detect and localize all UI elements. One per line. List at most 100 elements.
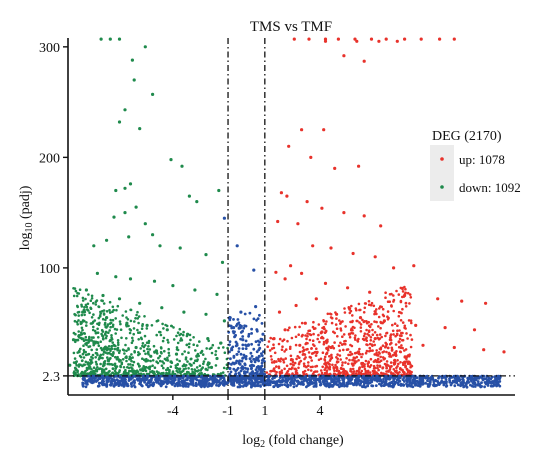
point-not-significant — [424, 381, 427, 385]
point-down — [166, 356, 169, 360]
point-down — [92, 371, 96, 375]
point-down — [151, 364, 154, 368]
point-up — [385, 360, 389, 363]
point-down — [81, 299, 85, 302]
point-not-significant — [259, 385, 262, 388]
point-down — [125, 337, 128, 340]
point-not-significant — [319, 382, 323, 386]
point-up — [381, 356, 385, 359]
point-down — [145, 341, 149, 345]
point-not-significant — [257, 354, 261, 358]
point-not-significant — [483, 381, 487, 384]
point-down — [77, 292, 81, 295]
point-not-significant — [232, 326, 236, 330]
point-not-significant — [493, 379, 497, 383]
point-up — [395, 289, 398, 293]
point-up — [360, 363, 364, 366]
point-down — [105, 310, 109, 313]
point-not-significant — [365, 380, 368, 384]
point-up — [386, 318, 390, 321]
point-down — [100, 332, 103, 336]
point-down — [87, 352, 91, 356]
point-down — [108, 308, 111, 312]
point-not-significant — [426, 383, 430, 386]
point-down — [215, 292, 219, 296]
point-up — [392, 294, 395, 297]
point-up — [358, 347, 361, 351]
point-down — [121, 348, 125, 352]
point-not-significant — [228, 317, 231, 320]
point-not-significant — [346, 377, 350, 381]
point-down — [89, 370, 93, 374]
point-down — [74, 367, 78, 371]
point-up — [267, 340, 271, 343]
point-down — [78, 354, 82, 358]
point-down — [178, 359, 181, 363]
point-not-significant — [382, 377, 385, 381]
point-not-significant — [461, 383, 465, 387]
y-tick-label: 200 — [39, 151, 60, 166]
point-down — [133, 320, 136, 323]
point-down — [139, 347, 142, 350]
point-down — [82, 371, 85, 375]
point-up — [306, 332, 309, 335]
point-down — [77, 373, 80, 376]
point-down — [169, 365, 173, 369]
point-not-significant — [84, 385, 88, 389]
point-down — [79, 322, 83, 326]
point-up — [396, 359, 399, 362]
point-down — [114, 332, 117, 335]
point-down — [200, 349, 204, 353]
point-down — [88, 366, 92, 369]
point-up — [367, 300, 371, 303]
point-down — [131, 336, 134, 340]
point-not-significant — [253, 384, 257, 388]
point-down — [74, 289, 78, 293]
point-down — [165, 368, 168, 372]
point-not-significant — [280, 383, 284, 387]
point-down — [111, 323, 115, 327]
point-down — [95, 348, 99, 351]
point-not-significant — [254, 368, 258, 371]
point-up — [372, 304, 376, 308]
point-up — [288, 326, 291, 330]
point-not-significant — [87, 378, 91, 381]
point-not-significant — [247, 332, 251, 336]
point-not-significant — [467, 380, 471, 384]
point-down — [152, 344, 156, 348]
point-up — [303, 353, 307, 356]
point-not-significant — [474, 378, 478, 382]
point-up — [288, 367, 291, 371]
point-down — [104, 336, 108, 340]
point-up — [315, 347, 318, 351]
point-up — [410, 338, 414, 341]
point-not-significant — [251, 370, 255, 373]
point-up — [273, 351, 277, 355]
point-not-significant — [281, 379, 285, 383]
point-up — [330, 353, 333, 357]
point-up — [289, 362, 293, 366]
point-not-significant — [295, 379, 299, 383]
point-down — [84, 288, 88, 292]
point-up — [370, 343, 374, 347]
point-up — [323, 327, 326, 331]
point-not-significant — [397, 383, 400, 386]
point-not-significant — [133, 379, 136, 383]
point-up — [394, 352, 398, 355]
point-up — [367, 360, 370, 364]
point-down — [192, 336, 195, 339]
point-up — [353, 37, 357, 41]
point-up — [297, 366, 300, 370]
point-down — [184, 367, 187, 370]
point-down — [141, 357, 144, 361]
point-not-significant — [333, 378, 336, 382]
point-up — [289, 358, 293, 362]
point-not-significant — [226, 381, 230, 384]
point-not-significant — [235, 343, 239, 347]
point-down — [186, 360, 189, 363]
point-down — [115, 365, 119, 368]
point-not-significant — [248, 357, 252, 361]
point-up — [397, 310, 401, 314]
point-down — [81, 320, 85, 323]
point-up — [298, 343, 302, 347]
